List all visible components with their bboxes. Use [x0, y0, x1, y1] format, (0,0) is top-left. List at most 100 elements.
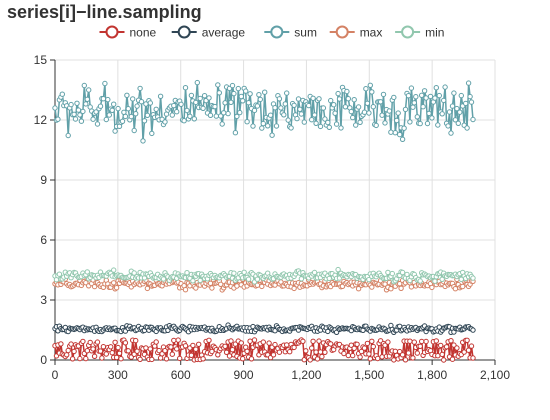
x-tick-label: 0: [52, 368, 59, 382]
x-tick-label: 1,200: [291, 368, 321, 382]
data-point: [388, 129, 394, 135]
data-point: [138, 99, 145, 105]
data-point: [193, 99, 199, 106]
data-point: [235, 85, 242, 92]
data-point: [137, 85, 143, 92]
data-point: [332, 110, 338, 116]
data-point: [348, 108, 354, 115]
x-tick-label: 1,800: [417, 368, 447, 382]
data-point: [361, 345, 368, 351]
data-point: [86, 87, 92, 93]
data-point: [200, 356, 206, 362]
data-point: [291, 102, 297, 109]
data-point: [71, 348, 77, 355]
data-point: [407, 338, 413, 344]
data-point: [355, 286, 362, 292]
data-point: [442, 84, 448, 90]
data-point: [171, 102, 177, 109]
legend-label[interactable]: average: [202, 26, 246, 40]
data-point: [288, 125, 294, 131]
data-point: [111, 267, 117, 273]
data-point: [301, 119, 307, 125]
data-point: [344, 88, 350, 95]
legend-item-average[interactable]: average: [171, 25, 246, 40]
data-point: [259, 125, 265, 131]
data-point: [272, 341, 278, 348]
data-point: [83, 355, 89, 362]
data-point: [209, 348, 215, 355]
data-point: [377, 99, 384, 105]
data-point: [270, 352, 277, 358]
data-point: [169, 351, 176, 357]
data-point: [133, 337, 139, 344]
data-point: [284, 342, 290, 348]
x-tick-label: 900: [234, 368, 254, 382]
data-point: [149, 130, 155, 137]
data-point: [414, 114, 420, 120]
legend-swatch-marker[interactable]: [177, 25, 191, 39]
legend-item-none[interactable]: none: [99, 25, 157, 40]
data-point: [361, 109, 368, 115]
data-point: [325, 119, 331, 126]
data-point: [118, 356, 124, 362]
data-point: [311, 112, 318, 118]
legend-item-sum[interactable]: sum: [264, 25, 317, 40]
legend-label[interactable]: min: [425, 26, 444, 40]
data-point: [423, 95, 429, 101]
data-point: [80, 108, 86, 115]
legend-label[interactable]: none: [130, 26, 157, 40]
data-point: [171, 337, 177, 344]
data-point: [218, 113, 224, 119]
data-point: [380, 91, 387, 98]
legend-swatch-marker[interactable]: [401, 25, 415, 39]
data-point: [421, 88, 428, 94]
data-point: [245, 100, 252, 106]
data-point: [177, 355, 183, 362]
data-point: [414, 350, 420, 356]
data-point: [190, 278, 196, 284]
data-point: [379, 354, 385, 360]
data-point: [298, 276, 305, 282]
legend-swatch-marker[interactable]: [335, 25, 349, 39]
data-point: [248, 356, 255, 362]
data-point: [367, 82, 373, 89]
data-point: [363, 86, 369, 92]
data-point: [405, 93, 412, 99]
data-point: [319, 353, 325, 360]
data-point: [364, 340, 371, 347]
data-point: [108, 344, 114, 350]
data-point: [81, 82, 88, 89]
data-point: [262, 89, 268, 95]
data-point: [438, 342, 444, 349]
data-point: [111, 280, 117, 286]
data-point: [191, 116, 198, 122]
data-point: [342, 104, 349, 110]
legend-label[interactable]: sum: [294, 26, 317, 40]
data-point: [335, 266, 341, 273]
data-point: [385, 269, 391, 276]
data-point: [225, 110, 231, 117]
data-point: [99, 355, 105, 361]
legend-swatch-marker[interactable]: [270, 25, 284, 39]
data-point: [231, 90, 237, 97]
x-tick-label: 600: [171, 368, 191, 382]
data-point: [465, 347, 472, 353]
data-point: [94, 121, 101, 127]
data-point: [125, 348, 132, 354]
data-point: [389, 270, 395, 277]
y-tick-label: 6: [40, 233, 47, 247]
data-point: [391, 94, 397, 101]
data-point: [350, 114, 356, 121]
data-point: [326, 124, 332, 131]
data-point: [133, 111, 139, 117]
legend-swatch-marker[interactable]: [105, 25, 119, 39]
data-point: [391, 357, 397, 363]
data-point: [411, 100, 417, 106]
legend-item-max[interactable]: max: [329, 25, 383, 40]
data-point: [174, 346, 180, 352]
data-point: [87, 339, 93, 346]
data-point: [331, 102, 337, 108]
legend-label[interactable]: max: [360, 26, 383, 40]
data-point: [113, 285, 120, 291]
legend-item-min[interactable]: min: [395, 25, 444, 40]
